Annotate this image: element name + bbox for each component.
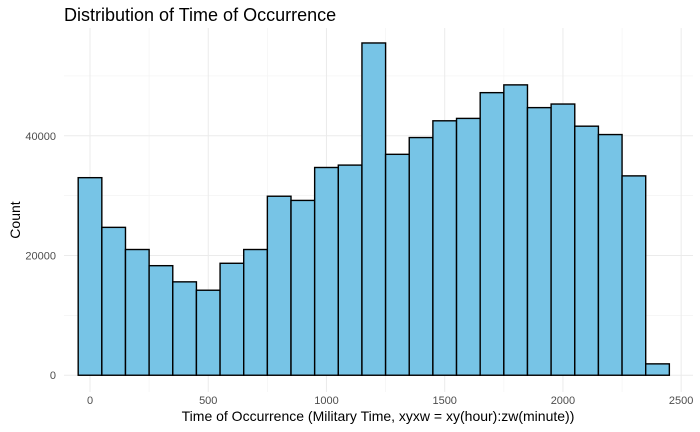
histogram-bar xyxy=(148,264,174,376)
x-tick-label: 2500 xyxy=(669,395,693,407)
histogram-bar xyxy=(219,262,245,376)
histogram-bar xyxy=(645,363,671,376)
y-tick-label: 0 xyxy=(50,370,56,382)
histogram-bar xyxy=(124,248,150,376)
histogram-bar xyxy=(408,136,434,376)
histogram-bar xyxy=(503,84,529,376)
histogram-bar xyxy=(574,125,600,376)
histogram-bar xyxy=(101,226,127,376)
histogram-bar xyxy=(455,117,481,376)
histogram-bar xyxy=(526,106,552,376)
histogram-bar xyxy=(290,199,316,376)
histogram-bar xyxy=(313,166,340,376)
y-tick-label: 40000 xyxy=(25,131,56,143)
histogram-bar xyxy=(266,195,292,376)
x-tick-label: 2000 xyxy=(551,395,575,407)
y-tick-label: 20000 xyxy=(25,251,56,263)
histogram-bar xyxy=(172,281,198,376)
x-tick-label: 1500 xyxy=(432,395,456,407)
x-axis-label: Time of Occurrence (Military Time, xyxw … xyxy=(182,408,575,424)
y-tick-labels: 0 20000 40000 xyxy=(25,131,56,382)
histogram-bar xyxy=(77,176,103,376)
histogram-bar xyxy=(621,175,647,376)
chart-title: Distribution of Time of Occurrence xyxy=(64,5,336,25)
histogram-bar xyxy=(337,164,363,376)
x-tick-label: 0 xyxy=(87,395,93,407)
y-axis-label: Count xyxy=(7,201,23,238)
x-tick-labels: 0 500 1000 1500 2000 2500 xyxy=(87,395,693,407)
histogram-bar xyxy=(550,103,576,376)
histogram-bar xyxy=(432,120,458,376)
histogram-bar xyxy=(597,133,623,376)
bars xyxy=(77,42,671,376)
x-tick-label: 1000 xyxy=(314,395,338,407)
histogram-bar xyxy=(479,91,505,376)
histogram-bar xyxy=(243,248,269,376)
histogram-bar xyxy=(384,153,410,376)
histogram-bar xyxy=(361,42,387,376)
histogram-bar xyxy=(195,289,221,376)
x-tick-label: 500 xyxy=(199,395,217,407)
